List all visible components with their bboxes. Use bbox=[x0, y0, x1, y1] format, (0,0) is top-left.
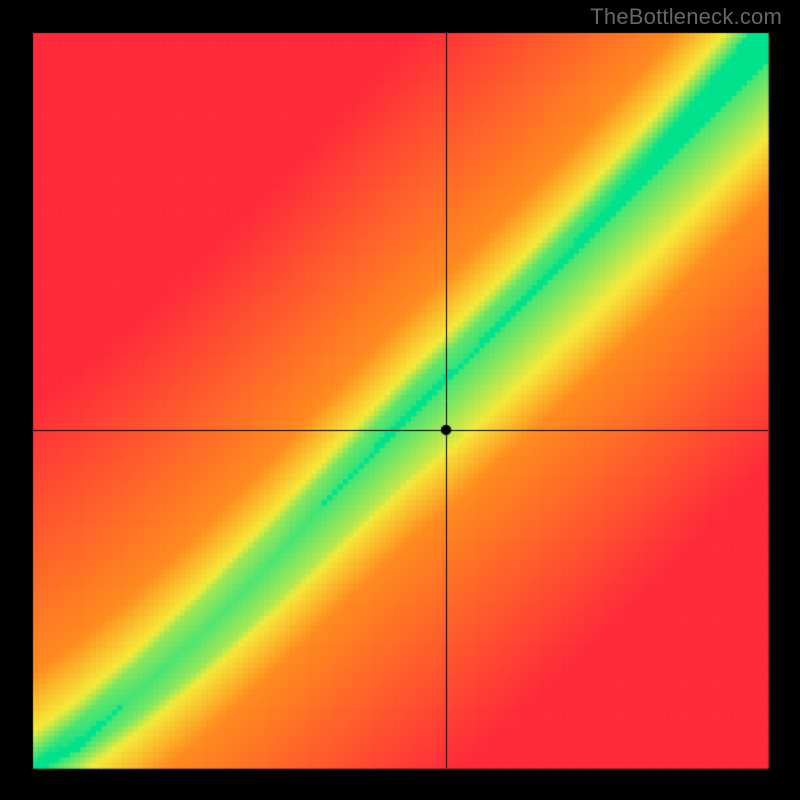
watermark-label: TheBottleneck.com bbox=[590, 4, 782, 30]
bottleneck-heatmap bbox=[0, 0, 800, 800]
chart-stage: TheBottleneck.com bbox=[0, 0, 800, 800]
